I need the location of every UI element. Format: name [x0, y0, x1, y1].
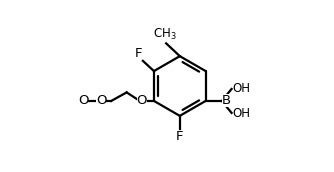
- Text: O: O: [96, 94, 106, 108]
- Text: OH: OH: [232, 82, 250, 95]
- Text: O: O: [137, 94, 147, 108]
- Text: B: B: [221, 94, 231, 108]
- Text: O: O: [78, 94, 88, 108]
- Text: CH$_3$: CH$_3$: [153, 27, 177, 42]
- Text: F: F: [135, 47, 142, 60]
- Text: F: F: [176, 130, 184, 143]
- Text: OH: OH: [232, 107, 250, 120]
